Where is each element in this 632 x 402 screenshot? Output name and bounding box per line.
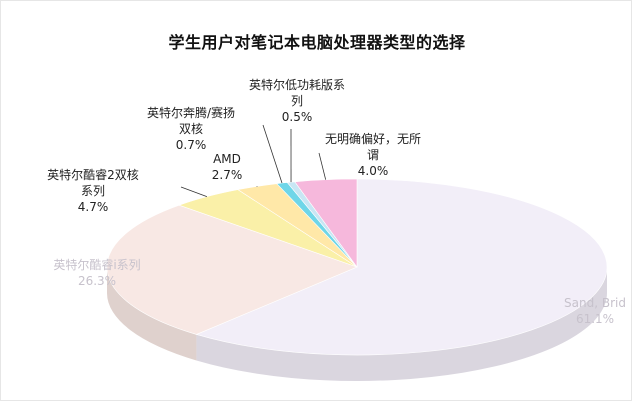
slice-percent-label: 26.3% [78, 274, 116, 288]
slice-percent-label: 61.1% [576, 312, 614, 326]
slice-category-label: Sand, Brid [564, 296, 626, 310]
slice-category-label: 英特尔奔腾/赛扬 [147, 105, 235, 120]
pie-slices [107, 179, 607, 355]
slice-percent-label: 2.7% [212, 168, 243, 182]
slice-category-label: AMD [213, 152, 241, 166]
leader-line [263, 125, 282, 183]
slice-category-label: 英特尔低功耗版系 [249, 77, 345, 92]
slice-category-label: 列 [291, 94, 303, 108]
slice-percent-label: 0.5% [282, 110, 313, 124]
leader-line [181, 187, 207, 197]
leader-line [319, 153, 326, 180]
slice-percent-label: 4.0% [358, 164, 389, 178]
slice-percent-label: 4.7% [78, 200, 109, 214]
slice-category-label: 谓 [367, 148, 379, 162]
slice-category-label: 英特尔酷睿i系列 [53, 257, 140, 272]
slice-category-label: 双核 [179, 122, 203, 136]
slice-percent-label: 0.7% [176, 138, 207, 152]
slice-category-label: 无明确偏好，无所 [325, 131, 421, 146]
slice-category-label: 系列 [81, 184, 105, 198]
slice-category-label: 英特尔酷睿2双核 [47, 167, 139, 182]
